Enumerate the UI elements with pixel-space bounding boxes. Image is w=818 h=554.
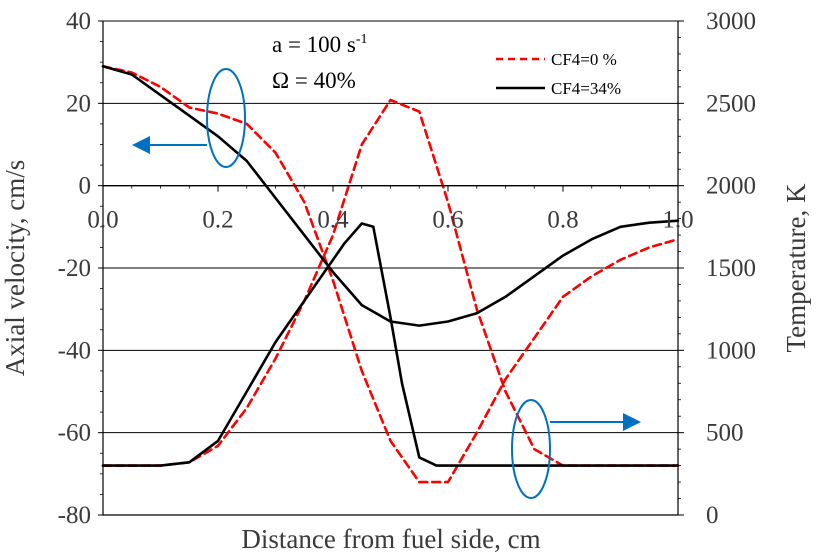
y2-tick-label: 500 xyxy=(706,420,744,447)
y2-tick-label: 1000 xyxy=(706,337,756,364)
y2-tick-label: 2000 xyxy=(706,173,756,200)
y-tick-label: -20 xyxy=(58,255,91,282)
x-tick-label: 0.0 xyxy=(87,207,118,234)
oxygen-fraction-annotation: Ω = 40% xyxy=(272,68,356,93)
strain-rate-superscript: -1 xyxy=(356,32,368,47)
y-axis-title: Axial velocity, cm/s xyxy=(0,160,30,376)
axis-markers xyxy=(132,68,641,499)
cf4-34-velocity-line xyxy=(101,65,680,327)
strain-rate-annotation: a = 100 s-1 xyxy=(272,32,368,57)
right-axis-ellipse-marker xyxy=(511,399,551,499)
series-layer xyxy=(101,65,680,484)
y-tick-label: -60 xyxy=(58,420,91,447)
y2-axis-title: Temperature, K xyxy=(781,183,811,353)
x-tick-label: 0.6 xyxy=(432,207,463,234)
cf4-0-velocity-line xyxy=(101,65,680,484)
y-tick-label: 20 xyxy=(66,90,91,117)
x-tick-label: 0.4 xyxy=(317,207,349,234)
legend-label-solid: CF4=34% xyxy=(551,79,621,98)
x-tick-label: 0.8 xyxy=(547,207,578,234)
left-axis-ellipse-marker xyxy=(206,68,246,168)
y2-tick-label: 0 xyxy=(706,502,719,529)
y-tick-label: 0 xyxy=(79,173,92,200)
y-tick-label: 40 xyxy=(66,8,91,35)
y-tick-label: -40 xyxy=(58,337,91,364)
cf4-34-temperature-line xyxy=(101,222,680,467)
x-tick-label: 0.2 xyxy=(202,207,233,234)
y2-tick-label: 3000 xyxy=(706,8,756,35)
ticks-layer: 40 20 0 -20 -40 -60 -80 3000 2500 2000 1500 1000 500… xyxy=(58,8,756,529)
legend-label-dashed: CF4=0 % xyxy=(551,50,617,69)
left-arrow-icon xyxy=(132,136,150,154)
strain-rate-text: a = 100 s xyxy=(272,32,356,57)
x-axis-title: Distance from fuel side, cm xyxy=(241,524,540,554)
x-tick-label: 1.0 xyxy=(662,207,693,234)
right-arrow-icon xyxy=(623,413,641,431)
y2-tick-label: 1500 xyxy=(706,255,756,282)
cf4-0-temperature-line xyxy=(101,98,680,467)
legend: CF4=0 % CF4=34% xyxy=(496,50,621,98)
y2-tick-label: 2500 xyxy=(706,90,756,117)
y-tick-label: -80 xyxy=(58,502,91,529)
